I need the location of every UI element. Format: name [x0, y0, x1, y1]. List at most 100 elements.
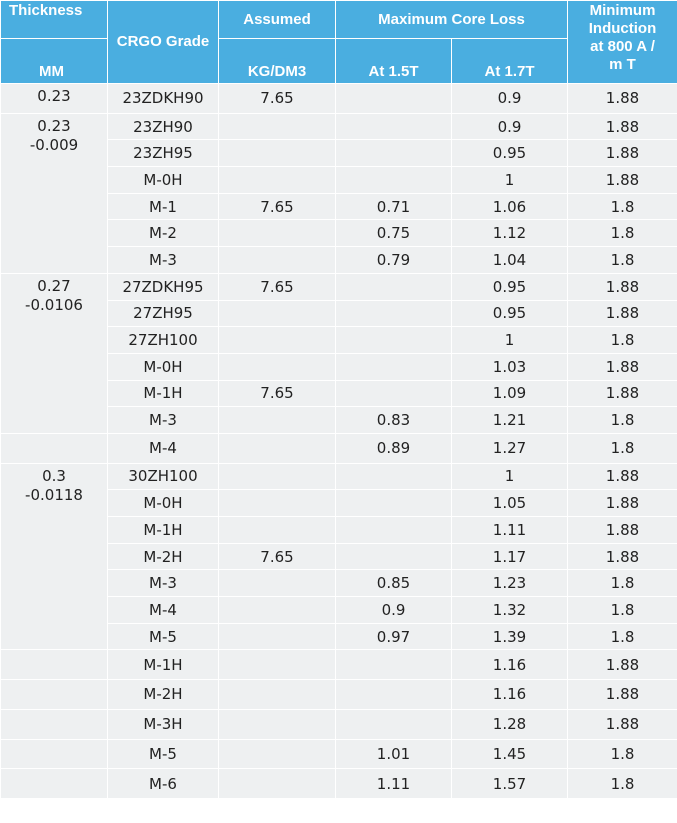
grade-cell: M-3	[107, 406, 219, 434]
loss-1-7t-cell: 1.12	[451, 219, 568, 248]
thickness-cell	[0, 738, 108, 770]
grade-cell: M-1H	[107, 649, 219, 681]
loss-1-5t-cell: 0.97	[335, 622, 452, 651]
min-induction-header: Minimum Induction at 800 A / m T	[567, 0, 677, 84]
loss-1-5t-cell: 0.9	[335, 596, 452, 624]
loss-1-7t-cell: 1.39	[451, 622, 568, 651]
table-row: 27ZH95 0.95 1.88	[1, 299, 677, 328]
density-cell	[218, 139, 336, 168]
density-cell	[218, 246, 336, 274]
induction-cell: 1.8	[567, 192, 677, 221]
loss-1-5t-cell	[335, 489, 452, 517]
induction-cell: 1.8	[567, 768, 677, 799]
thickness-header: Thickness	[0, 0, 108, 39]
density-cell	[218, 462, 336, 491]
loss-1-5t-cell	[335, 299, 452, 328]
table-row: M-0H 1.03 1.88	[1, 352, 677, 381]
loss-1-5t-cell	[335, 83, 452, 114]
density-cell: 7.65	[218, 192, 336, 221]
density-cell	[218, 352, 336, 381]
table-row: 0.3 -0.0118 30ZH100 1 1.88	[0, 462, 677, 651]
loss-1-7t-cell: 1.28	[451, 708, 568, 740]
induction-cell: 1.88	[567, 112, 677, 141]
loss-1-7t-cell: 0.9	[451, 112, 568, 141]
loss-1-5t-cell: 0.85	[335, 569, 452, 598]
table-row: M-0H 1.05 1.88	[1, 489, 677, 517]
table-row: M-4 0.89 1.27 1.8	[0, 432, 677, 464]
loss-1-5t-cell	[335, 679, 452, 710]
table-row: M-3 0.83 1.21 1.8	[1, 406, 677, 434]
thickness-cell: 0.23	[0, 83, 108, 114]
loss-1-7t-cell: 1.09	[451, 379, 568, 408]
loss-1-7t-cell: 0.95	[451, 299, 568, 328]
thickness-value: 0.23	[37, 87, 71, 105]
table-row: M-5 1.01 1.45 1.8	[0, 738, 677, 770]
grade-cell: M-5	[107, 738, 219, 770]
loss-1-7t-cell: 0.95	[451, 272, 568, 301]
density-cell	[218, 738, 336, 770]
thickness-cell	[0, 679, 108, 710]
loss-1-5t-cell: 0.83	[335, 406, 452, 434]
table-row: 23ZH95 0.95 1.88	[1, 139, 677, 168]
loss-1-5t-cell	[335, 649, 452, 681]
loss-1-5t-cell: 0.89	[335, 432, 452, 464]
loss-1-5t-cell	[335, 166, 452, 194]
table-row: M-4 0.9 1.32 1.8	[1, 596, 677, 624]
grade-cell: M-1	[107, 192, 219, 221]
thickness-value: 0.3	[42, 466, 66, 485]
loss-1-7t-cell: 1.27	[451, 432, 568, 464]
grade-cell: M-0H	[107, 489, 219, 517]
table-row: M-0H 1 1.88	[1, 166, 677, 194]
table-row: M-3 0.85 1.23 1.8	[1, 569, 677, 598]
density-cell	[218, 489, 336, 517]
min-induction-line-4: m T	[609, 56, 636, 73]
loss-1-7t-cell: 1.16	[451, 649, 568, 681]
grade-cell: M-3H	[107, 708, 219, 740]
density-cell	[218, 708, 336, 740]
loss-1-5t-cell	[335, 272, 452, 301]
grade-cell: 27ZDKH95	[107, 272, 219, 301]
thickness-cell: 0.23 -0.009	[0, 112, 108, 274]
density-cell: 7.65	[218, 379, 336, 408]
grade-cell: M-3	[107, 246, 219, 274]
loss-1-5t-cell	[335, 139, 452, 168]
loss-1-5t-cell	[335, 379, 452, 408]
induction-cell: 1.88	[567, 542, 677, 571]
loss-1-5t-cell	[335, 708, 452, 740]
induction-cell: 1.8	[567, 246, 677, 274]
density-cell	[218, 596, 336, 624]
induction-cell: 1.8	[567, 432, 677, 464]
grade-cell: M-3	[107, 569, 219, 598]
table-row: M-3H 1.28 1.88	[0, 708, 677, 740]
thickness-cell	[0, 649, 108, 681]
grade-cell: M-4	[107, 432, 219, 464]
loss-1-7t-cell: 1.03	[451, 352, 568, 381]
loss-1-5t-cell	[335, 326, 452, 354]
min-induction-line-3: at 800 A /	[590, 38, 655, 55]
density-cell	[218, 768, 336, 799]
at17-header: At 1.7T	[451, 38, 568, 84]
loss-1-7t-cell: 1.11	[451, 516, 568, 544]
thickness-cell	[0, 768, 108, 799]
induction-cell: 1.88	[567, 649, 677, 681]
density-cell	[218, 326, 336, 354]
induction-cell: 1.8	[567, 219, 677, 248]
induction-cell: 1.88	[567, 139, 677, 168]
loss-1-5t-cell	[335, 542, 452, 571]
table-row: 0.23 23ZDKH90 7.65 0.9 1.88	[0, 83, 677, 114]
induction-cell: 1.88	[567, 83, 677, 114]
grade-cell: M-4	[107, 596, 219, 624]
table-row: 27ZH100 1 1.8	[1, 326, 677, 354]
density-cell	[218, 432, 336, 464]
loss-1-7t-cell: 1	[451, 166, 568, 194]
loss-1-5t-cell: 0.79	[335, 246, 452, 274]
loss-1-7t-cell: 1.04	[451, 246, 568, 274]
density-cell	[218, 569, 336, 598]
loss-1-5t-cell	[335, 516, 452, 544]
loss-1-7t-cell: 1.06	[451, 192, 568, 221]
induction-cell: 1.88	[567, 272, 677, 301]
induction-cell: 1.8	[567, 406, 677, 434]
induction-cell: 1.88	[567, 462, 677, 491]
loss-1-7t-cell: 1.21	[451, 406, 568, 434]
loss-1-7t-cell: 1.57	[451, 768, 568, 799]
